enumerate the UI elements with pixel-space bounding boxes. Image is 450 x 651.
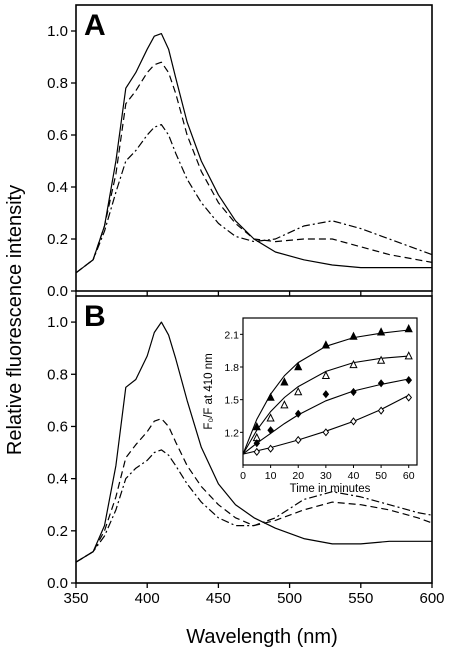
y-axis-title: Relative fluorescence intensity bbox=[4, 185, 26, 455]
y-tick-label: 0.2 bbox=[47, 231, 68, 248]
spectrum-line-solid bbox=[75, 321, 432, 563]
data-point-filled-diamond bbox=[405, 376, 413, 385]
inset-frame bbox=[242, 317, 418, 466]
data-point-open-diamond bbox=[294, 435, 302, 445]
y-tick-label: 0.0 bbox=[47, 283, 68, 300]
data-point-filled-diamond bbox=[267, 426, 274, 435]
spectrum-line-dash-dot bbox=[75, 449, 433, 563]
data-point-filled-diamond bbox=[294, 409, 302, 418]
data-point-open-triangle bbox=[294, 387, 303, 396]
y-tick-label: 1.0 bbox=[47, 23, 68, 40]
panel-label: B bbox=[84, 300, 106, 333]
inset-y-tick-label: 1.8 bbox=[224, 362, 239, 374]
panel-a: 0.0 0.2 0.4 0.6 0.8 1.0 A bbox=[47, 4, 433, 300]
inset-y-axis-title: F₀/F at 410 nm bbox=[203, 353, 215, 429]
data-point-open-triangle bbox=[321, 370, 331, 379]
y-tick-label: 0.8 bbox=[47, 75, 68, 92]
data-point-open-diamond bbox=[267, 444, 274, 453]
x-tick-label: 450 bbox=[206, 590, 231, 607]
spectrum-line-dash-dot bbox=[75, 124, 433, 274]
data-point-open-triangle bbox=[404, 351, 413, 360]
data-point-filled-triangle bbox=[404, 323, 413, 333]
inset-x-tick-label: 50 bbox=[375, 470, 387, 482]
x-tick-label: 350 bbox=[63, 590, 88, 607]
data-point-filled-diamond bbox=[377, 379, 385, 388]
inset-y-tick-label: 2.1 bbox=[224, 329, 239, 341]
data-point-open-diamond bbox=[322, 428, 330, 437]
y-tick-label: 0.4 bbox=[47, 471, 68, 488]
inset-x-tick-label: 20 bbox=[292, 470, 304, 482]
x-tick-label: 550 bbox=[348, 590, 373, 607]
data-point-filled-triangle bbox=[376, 327, 386, 336]
inset-y-tick-label: 1.5 bbox=[224, 395, 239, 407]
data-point-open-diamond bbox=[405, 393, 413, 402]
data-point-filled-diamond bbox=[322, 390, 330, 399]
plot-frame bbox=[75, 295, 433, 584]
spectrum-line-solid bbox=[75, 33, 432, 274]
y-tick-label: 0.8 bbox=[47, 366, 68, 383]
inset-x-tick-label: 40 bbox=[348, 470, 360, 482]
data-point-filled-triangle bbox=[294, 362, 303, 371]
x-tick-label: 600 bbox=[419, 590, 444, 607]
inset-chart: 1.2 1.5 1.8 2.1 0 10 20 30 40 50 60 Time in minutes… bbox=[203, 317, 418, 495]
y-tick-label: 0.4 bbox=[47, 179, 68, 196]
inset-x-axis-title: Time in minutes bbox=[290, 483, 371, 495]
y-tick-label: 0.6 bbox=[47, 418, 68, 435]
data-point-open-diamond bbox=[377, 406, 385, 415]
y-tick-label: 1.0 bbox=[47, 314, 68, 331]
y-tick-label: 0.0 bbox=[47, 575, 68, 592]
data-point-filled-diamond bbox=[350, 387, 357, 397]
data-point-open-triangle bbox=[266, 413, 275, 422]
y-tick-label: 0.2 bbox=[47, 523, 68, 540]
inset-x-tick-label: 0 bbox=[240, 470, 246, 482]
inset-x-tick-label: 30 bbox=[320, 470, 332, 482]
x-tick-label: 400 bbox=[135, 590, 160, 607]
data-point-open-triangle bbox=[349, 359, 358, 369]
fit-curve bbox=[242, 355, 409, 455]
spectrum-line-dashed bbox=[75, 418, 433, 563]
data-point-open-diamond bbox=[253, 447, 261, 457]
inset-x-tick-label: 10 bbox=[265, 470, 277, 482]
y-tick-label: 0.6 bbox=[47, 127, 68, 144]
data-point-open-triangle bbox=[376, 355, 386, 364]
x-tick-label: 500 bbox=[277, 590, 302, 607]
data-point-filled-diamond bbox=[253, 439, 261, 448]
inset-y-tick-label: 1.2 bbox=[224, 427, 239, 439]
data-point-filled-triangle bbox=[349, 331, 358, 340]
data-point-filled-triangle bbox=[280, 377, 289, 386]
plot-frame bbox=[75, 4, 433, 292]
inset-x-tick-label: 60 bbox=[403, 470, 415, 482]
panel-label: A bbox=[84, 9, 106, 42]
data-point-open-triangle bbox=[280, 400, 289, 409]
x-axis-title: Wavelength (nm) bbox=[186, 626, 338, 648]
data-point-filled-triangle bbox=[266, 392, 275, 401]
data-point-filled-triangle bbox=[321, 340, 331, 349]
data-point-open-diamond bbox=[350, 417, 357, 426]
spectrum-line-dashed bbox=[75, 61, 433, 274]
